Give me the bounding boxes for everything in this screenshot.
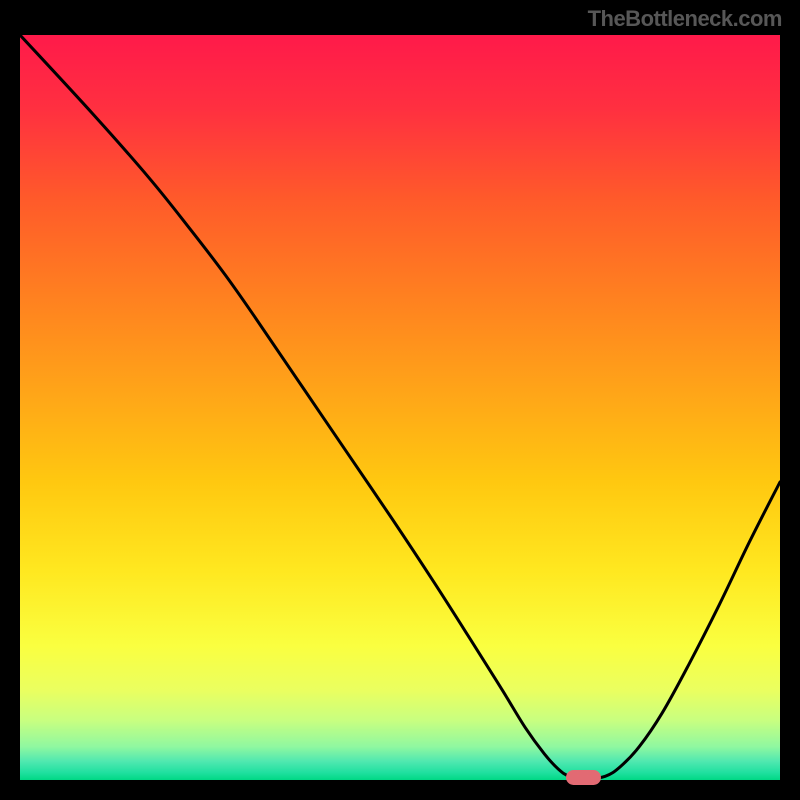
watermark-text: TheBottleneck.com: [588, 6, 782, 32]
optimal-marker: [566, 770, 601, 785]
chart-area: [20, 35, 780, 780]
gradient-background: [20, 35, 780, 780]
